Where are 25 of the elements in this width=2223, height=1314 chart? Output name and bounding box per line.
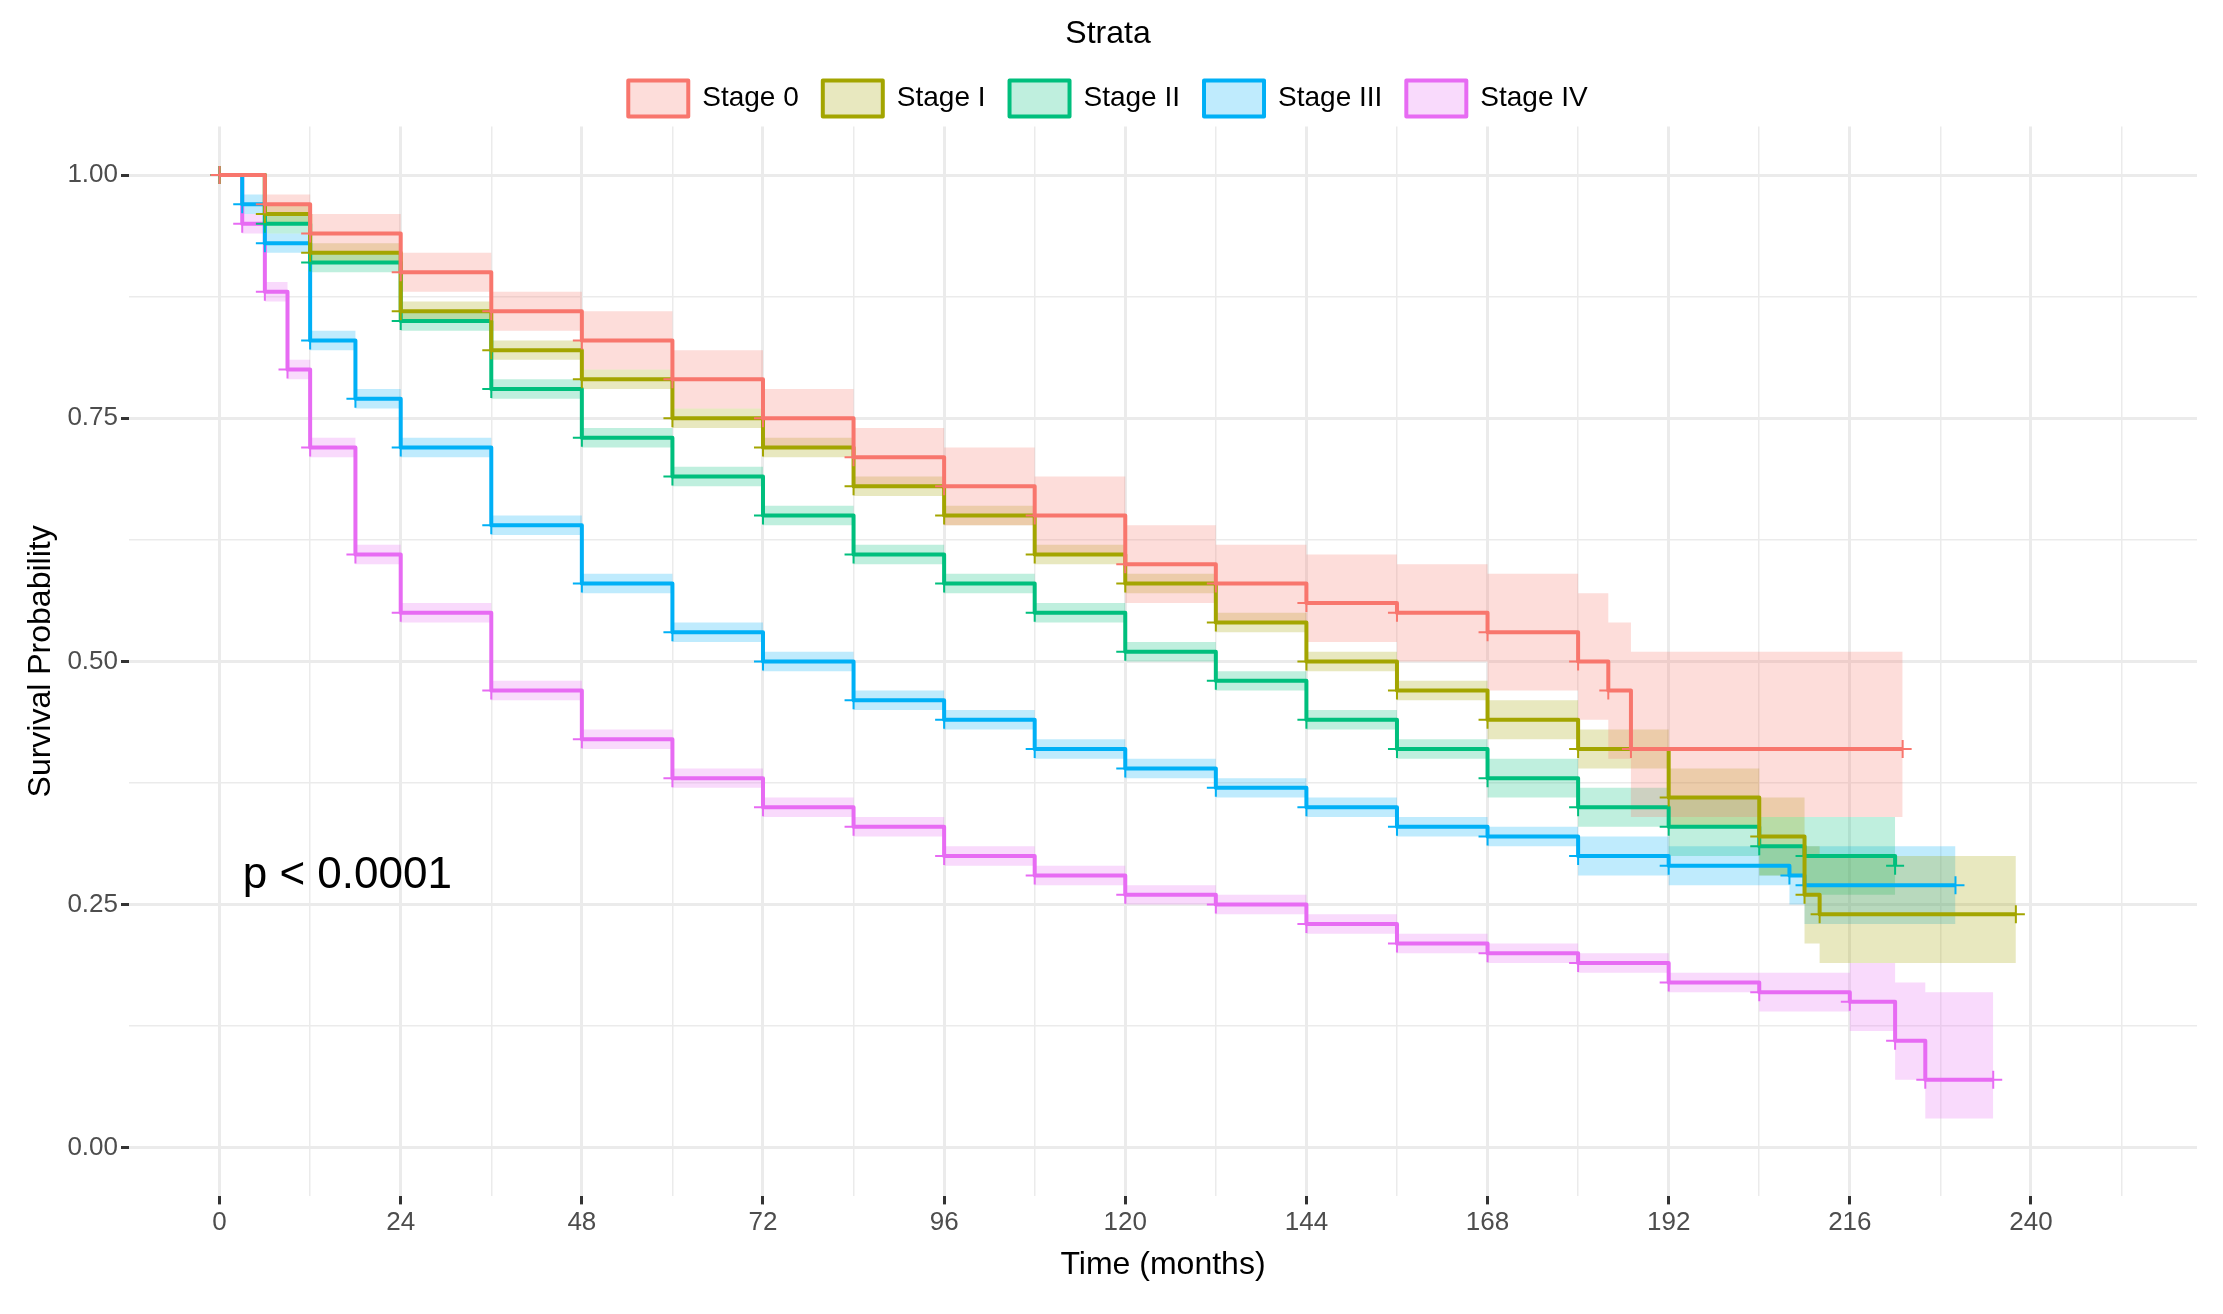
x-tick-label: 48 — [567, 1206, 597, 1237]
y-tick-label: 0.00 — [67, 1130, 118, 1161]
legend-label: Stage 0 — [702, 81, 799, 113]
y-tick-label: 0.25 — [67, 887, 118, 918]
x-tick-label: 168 — [1465, 1206, 1510, 1237]
x-tick-label: 192 — [1646, 1206, 1691, 1237]
x-tick-label: 144 — [1284, 1206, 1329, 1237]
legend-label: Stage II — [1083, 81, 1181, 113]
y-tick-label: 1.00 — [67, 158, 118, 189]
y-tick-label: 0.50 — [67, 644, 118, 675]
y-axis-title: Survival Probability — [21, 525, 58, 798]
x-tick-label: 24 — [386, 1206, 416, 1237]
legend-label: Stage I — [896, 81, 986, 113]
x-tick-label: 240 — [2009, 1206, 2053, 1237]
legend-label: Stage IV — [1480, 81, 1589, 113]
x-tick-label: 0 — [212, 1206, 227, 1237]
legend-title: Strata — [1065, 13, 1151, 50]
x-tick-label: 96 — [929, 1206, 959, 1237]
y-tick-label: 0.75 — [67, 401, 118, 432]
x-axis-title: Time (months) — [1060, 1244, 1266, 1281]
annotation: p < 0.0001 — [242, 847, 452, 897]
x-tick-label: 72 — [748, 1206, 778, 1237]
x-tick-label: 216 — [1828, 1206, 1872, 1237]
legend-label: Stage III — [1278, 81, 1383, 113]
x-tick-label: 120 — [1103, 1206, 1147, 1237]
